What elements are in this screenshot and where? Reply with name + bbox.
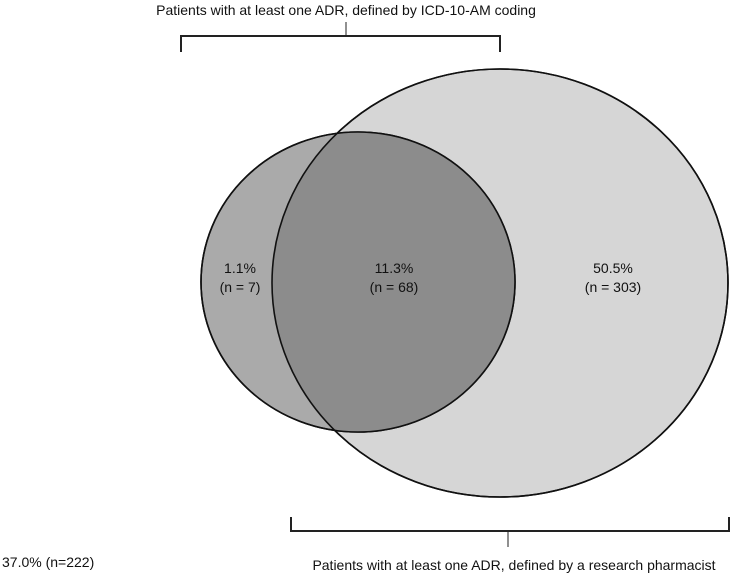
icd-only-count: (n = 7)	[220, 279, 261, 295]
both-percent: 11.3%	[375, 260, 414, 276]
pharmacist-only-percent: 50.5%	[593, 260, 633, 276]
icd-circle-outline	[200, 131, 516, 433]
pharmacist-circle-outline	[271, 68, 729, 498]
bottom-bracket-label: Patients with at least one ADR, defined …	[312, 557, 715, 573]
outside-label: 37.0% (n=222)	[2, 554, 94, 570]
icd-only-percent: 1.1%	[224, 260, 256, 276]
top-bracket-label: Patients with at least one ADR, defined …	[156, 2, 536, 18]
overlap-region	[272, 132, 515, 432]
both-count: (n = 68)	[370, 279, 419, 295]
top-bracket	[180, 22, 501, 52]
pharmacist-only-count: (n = 303)	[585, 279, 641, 295]
bottom-bracket	[290, 517, 730, 547]
